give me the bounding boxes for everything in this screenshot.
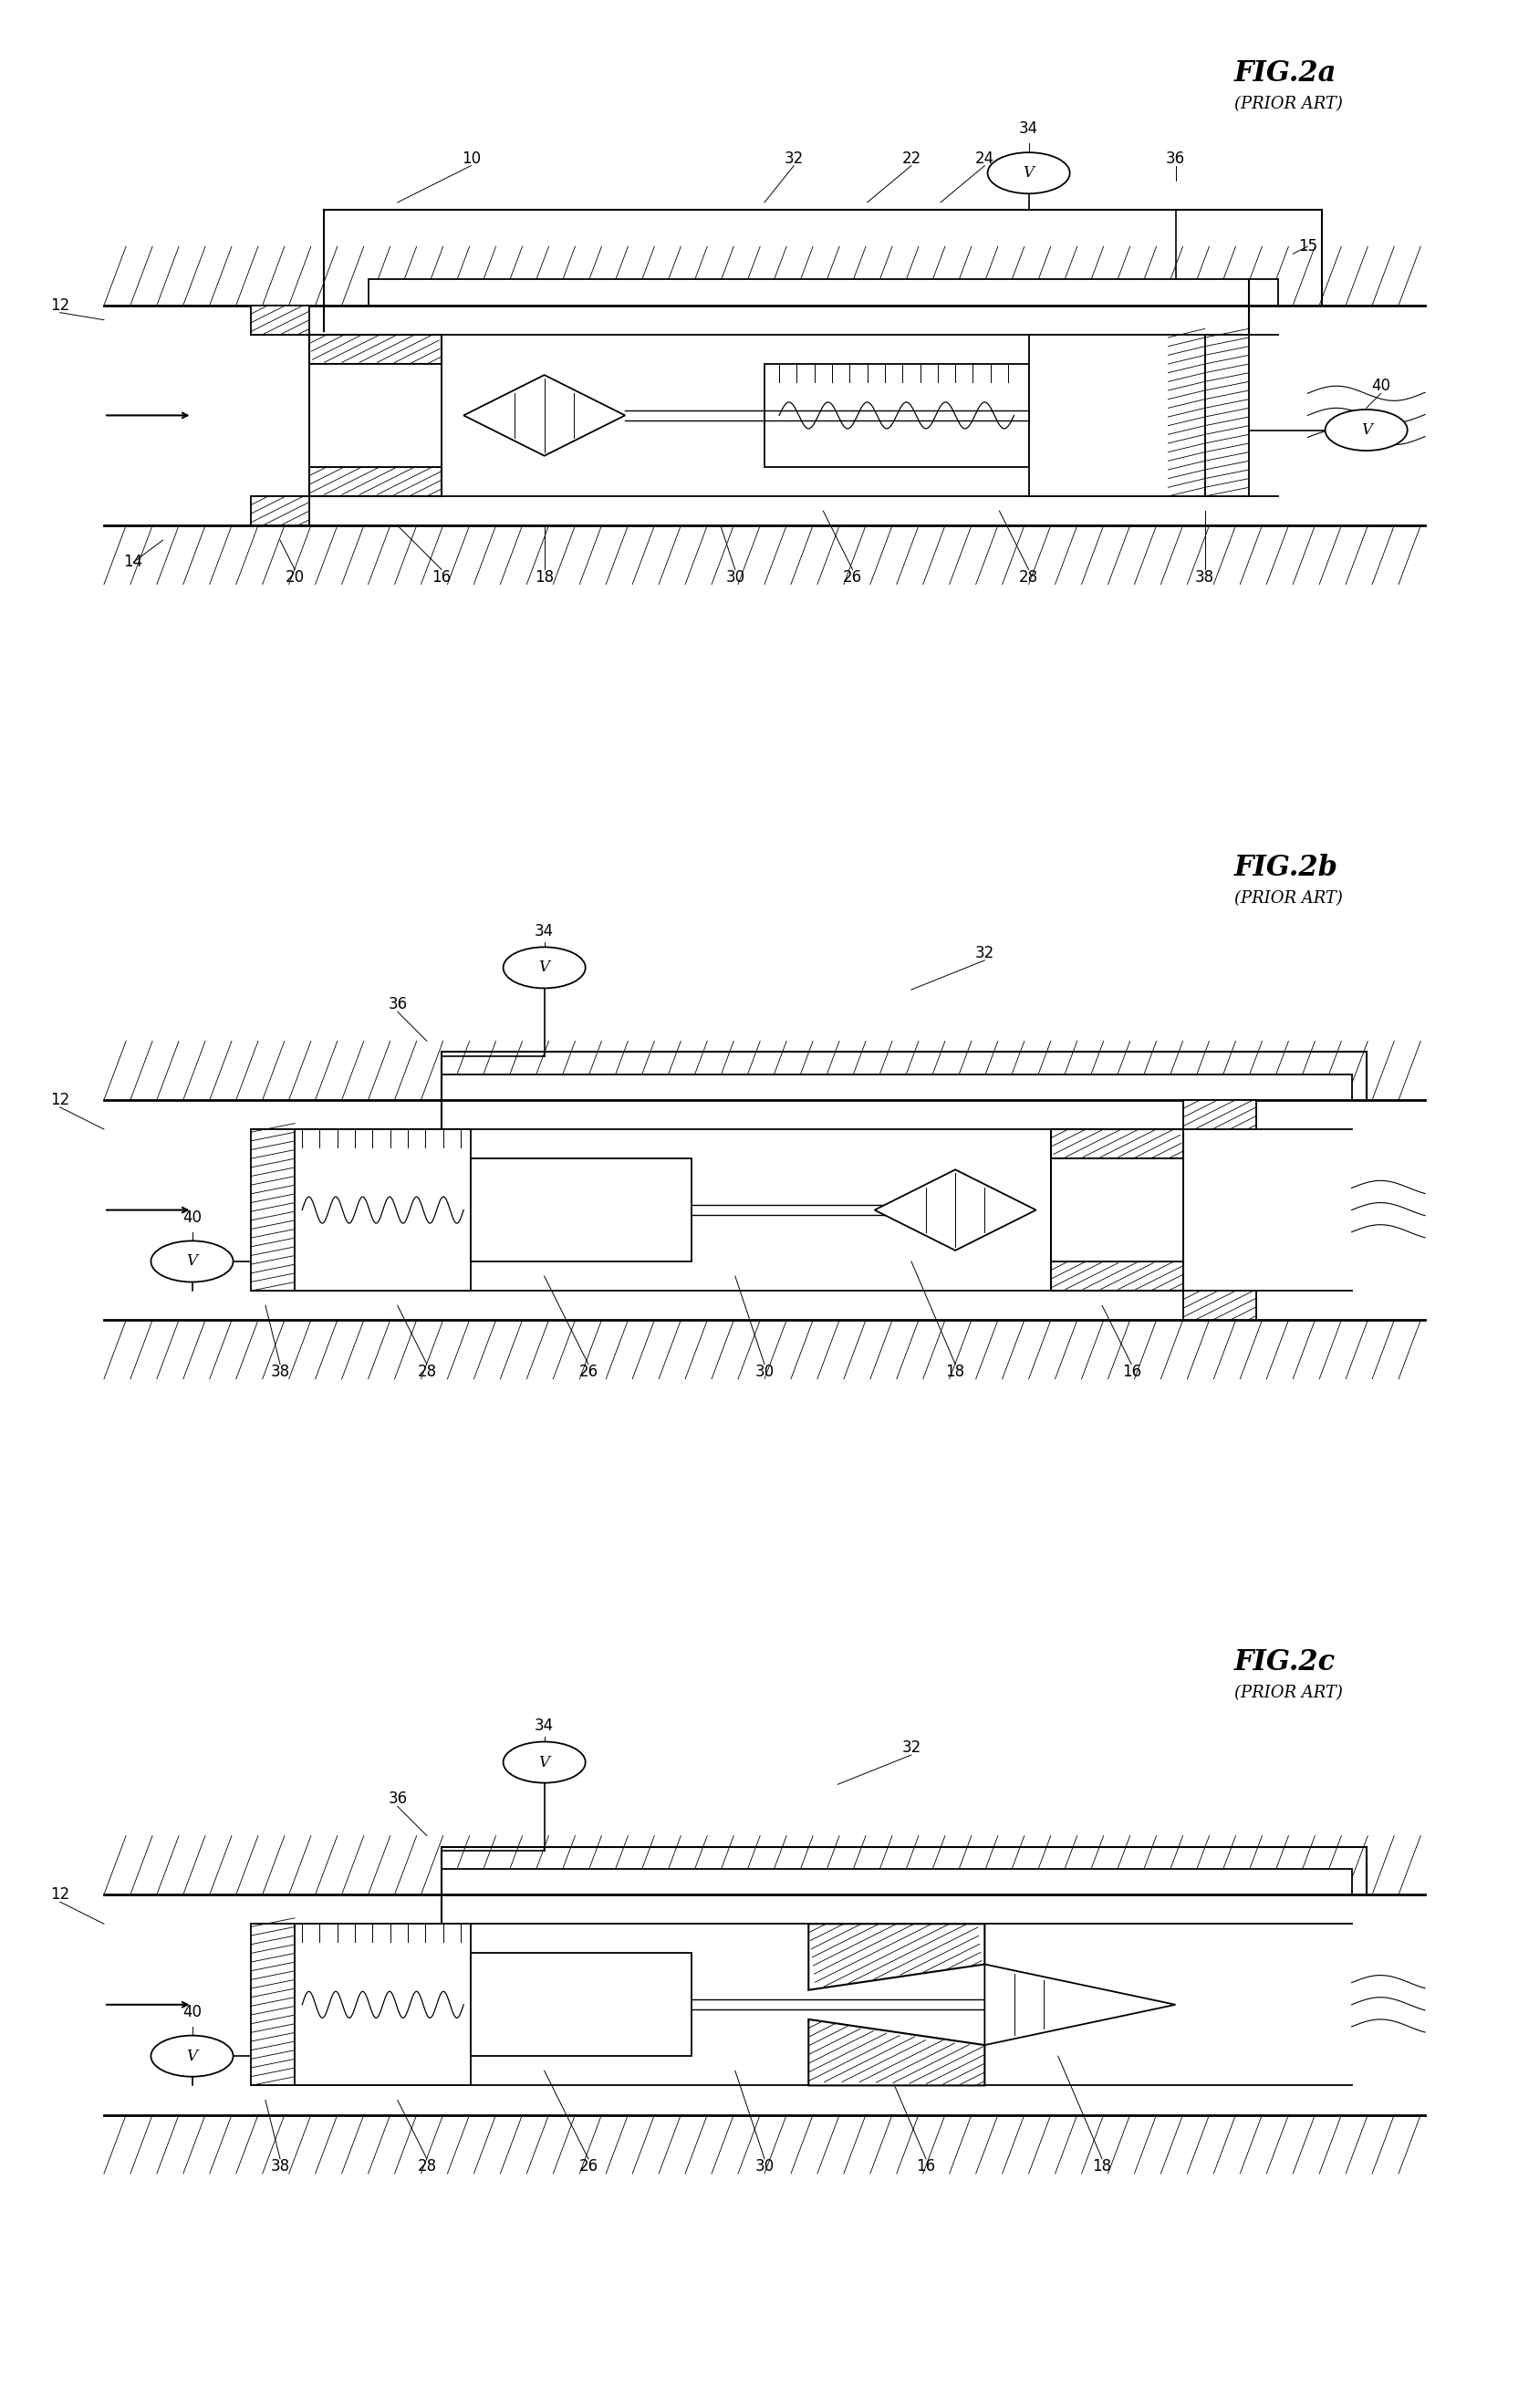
Text: 32: 32 <box>784 149 804 166</box>
Bar <box>309 335 442 496</box>
Polygon shape <box>1050 1129 1183 1158</box>
Text: V: V <box>1361 421 1372 438</box>
Bar <box>368 279 1278 306</box>
Text: 34: 34 <box>535 1717 553 1734</box>
Text: 15: 15 <box>1298 238 1318 255</box>
Text: 28: 28 <box>1018 568 1038 585</box>
Text: 26: 26 <box>842 568 862 585</box>
Circle shape <box>988 152 1070 193</box>
Bar <box>442 1869 1352 1895</box>
Polygon shape <box>809 2020 985 2085</box>
Text: V: V <box>538 1755 550 1770</box>
Bar <box>1205 335 1249 496</box>
Text: 36: 36 <box>388 997 407 1014</box>
Text: 18: 18 <box>945 1363 965 1380</box>
Text: 30: 30 <box>755 1363 774 1380</box>
Bar <box>309 364 442 467</box>
Text: 26: 26 <box>578 2158 598 2174</box>
Text: FIG.2a: FIG.2a <box>1234 60 1336 87</box>
Text: 38: 38 <box>1196 568 1214 585</box>
Text: V: V <box>187 2049 197 2064</box>
Text: 40: 40 <box>182 1209 202 1226</box>
Bar <box>295 1129 471 1291</box>
Bar <box>471 1158 691 1262</box>
Circle shape <box>503 946 586 987</box>
Bar <box>251 1129 295 1291</box>
Text: 36: 36 <box>388 1792 407 1808</box>
Text: 14: 14 <box>124 554 144 571</box>
Text: (PRIOR ART): (PRIOR ART) <box>1234 96 1342 113</box>
Circle shape <box>1326 409 1407 450</box>
Text: (PRIOR ART): (PRIOR ART) <box>1234 891 1342 908</box>
Text: 28: 28 <box>417 1363 437 1380</box>
Bar <box>251 306 309 335</box>
Text: 36: 36 <box>1165 149 1185 166</box>
Text: 12: 12 <box>50 296 70 313</box>
Text: (PRIOR ART): (PRIOR ART) <box>1234 1686 1342 1702</box>
Polygon shape <box>985 1965 1176 2044</box>
Bar <box>1050 1129 1183 1291</box>
Bar <box>764 364 1029 467</box>
Text: 40: 40 <box>1372 378 1390 395</box>
Circle shape <box>151 1240 232 1281</box>
Bar <box>251 496 309 525</box>
Polygon shape <box>463 376 625 455</box>
Polygon shape <box>875 1170 1037 1250</box>
Text: 32: 32 <box>976 944 994 961</box>
Text: 34: 34 <box>1018 120 1038 137</box>
Text: 26: 26 <box>578 1363 598 1380</box>
Text: 38: 38 <box>271 2158 291 2174</box>
Text: 10: 10 <box>462 149 480 166</box>
Text: 18: 18 <box>1092 2158 1112 2174</box>
Polygon shape <box>809 1924 985 1989</box>
Text: 38: 38 <box>271 1363 291 1380</box>
Text: FIG.2c: FIG.2c <box>1234 1649 1336 1676</box>
Circle shape <box>151 2035 232 2076</box>
Text: 40: 40 <box>182 2003 202 2020</box>
Text: 16: 16 <box>916 2158 936 2174</box>
Circle shape <box>503 1741 586 1782</box>
Text: 12: 12 <box>50 1091 70 1108</box>
Bar <box>471 1953 691 2056</box>
Bar <box>1029 335 1205 496</box>
Bar <box>1183 1100 1257 1129</box>
Text: 18: 18 <box>535 568 553 585</box>
Polygon shape <box>309 335 442 364</box>
Text: FIG.2b: FIG.2b <box>1234 855 1338 881</box>
Text: 32: 32 <box>902 1739 920 1755</box>
Text: 12: 12 <box>50 1885 70 1902</box>
Text: 30: 30 <box>725 568 745 585</box>
Text: 30: 30 <box>755 2158 774 2174</box>
Bar <box>295 1924 471 2085</box>
Text: 20: 20 <box>284 568 304 585</box>
Bar <box>251 1924 295 2085</box>
Polygon shape <box>1050 1262 1183 1291</box>
Text: V: V <box>1023 166 1034 181</box>
Text: 16: 16 <box>431 568 451 585</box>
Bar <box>442 1074 1352 1100</box>
Text: 28: 28 <box>417 2158 437 2174</box>
Text: 22: 22 <box>902 149 920 166</box>
Text: 24: 24 <box>976 149 994 166</box>
Polygon shape <box>309 467 442 496</box>
Text: V: V <box>538 961 550 975</box>
Bar <box>1183 1291 1257 1320</box>
Text: V: V <box>187 1255 197 1269</box>
Text: 16: 16 <box>1122 1363 1141 1380</box>
Text: 34: 34 <box>535 922 553 939</box>
Bar <box>1050 1158 1183 1262</box>
